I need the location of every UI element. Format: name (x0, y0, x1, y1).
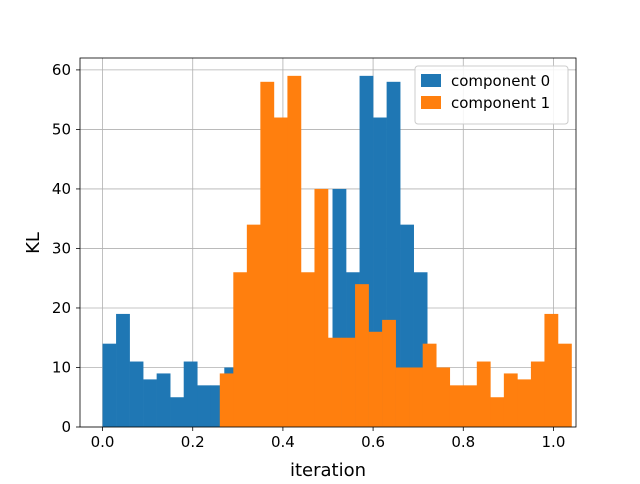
x-tick-label: 0.0 (91, 433, 115, 451)
y-axis-label: KL (23, 232, 44, 254)
y-tick-label: 60 (52, 61, 71, 79)
x-tick-label: 1.0 (542, 433, 566, 451)
bar-series-1 (328, 337, 342, 427)
legend-swatch (421, 74, 441, 87)
bar-series-1 (544, 313, 559, 427)
y-tick-label: 20 (52, 299, 71, 317)
bar-series-1 (382, 319, 396, 427)
bar-series-1 (422, 343, 437, 427)
bar-series-1 (355, 284, 369, 427)
y-tick-label: 10 (52, 358, 71, 376)
legend-label: component 1 (451, 94, 550, 112)
bar-series-1 (476, 361, 491, 427)
bar-series-1 (490, 397, 505, 427)
legend: component 0 component 1 (414, 65, 569, 125)
y-tick-label: 30 (52, 239, 71, 257)
bar-series-1 (341, 337, 356, 427)
bar-series-1 (409, 367, 423, 427)
y-tick-label: 50 (52, 120, 71, 138)
bar-series-0 (197, 385, 212, 427)
bar-series-1 (233, 272, 248, 427)
bar-series-0 (129, 361, 144, 427)
bar-series-0 (156, 373, 171, 427)
bar-series-1 (436, 367, 451, 427)
bar-series-1 (368, 331, 383, 427)
x-tick-label: 0.6 (361, 433, 385, 451)
y-tick-label: 0 (61, 418, 71, 436)
bar-series-1 (260, 81, 275, 427)
plot-frame (79, 57, 577, 428)
x-tick-label: 0.8 (451, 433, 475, 451)
bar-series-1 (557, 343, 572, 427)
bar-series-1 (287, 75, 302, 427)
bar-series-1 (395, 367, 410, 427)
legend-label: component 0 (451, 72, 550, 90)
x-tick-label: 0.4 (271, 433, 295, 451)
bar-series-1 (273, 117, 288, 428)
legend-swatch (421, 96, 441, 109)
bar-series-1 (463, 385, 478, 427)
bar-series-1 (503, 373, 518, 427)
bar-series-1 (300, 272, 315, 427)
x-tick-label: 0.2 (181, 433, 205, 451)
bar-series-1 (246, 224, 261, 427)
y-tick-label: 40 (52, 180, 71, 198)
bar-series-0 (116, 313, 130, 427)
bar-series-0 (143, 379, 157, 427)
bar-series-1 (517, 379, 532, 427)
bar-series-0 (183, 361, 198, 427)
bar-series-0 (102, 343, 117, 427)
bar-series-1 (530, 361, 545, 427)
bar-series-1 (449, 385, 464, 427)
y-axis-ticks: 0 10 20 30 40 50 60 (52, 61, 80, 436)
x-axis-label: iteration (290, 460, 366, 480)
bar-series-0 (170, 397, 185, 427)
legend-box (414, 65, 569, 125)
histogram-bars (102, 75, 572, 428)
bar-series-1 (314, 188, 329, 427)
bar-series-1 (219, 373, 234, 427)
x-axis-ticks: 0.0 0.2 0.4 0.6 0.8 1.0 (91, 427, 566, 451)
